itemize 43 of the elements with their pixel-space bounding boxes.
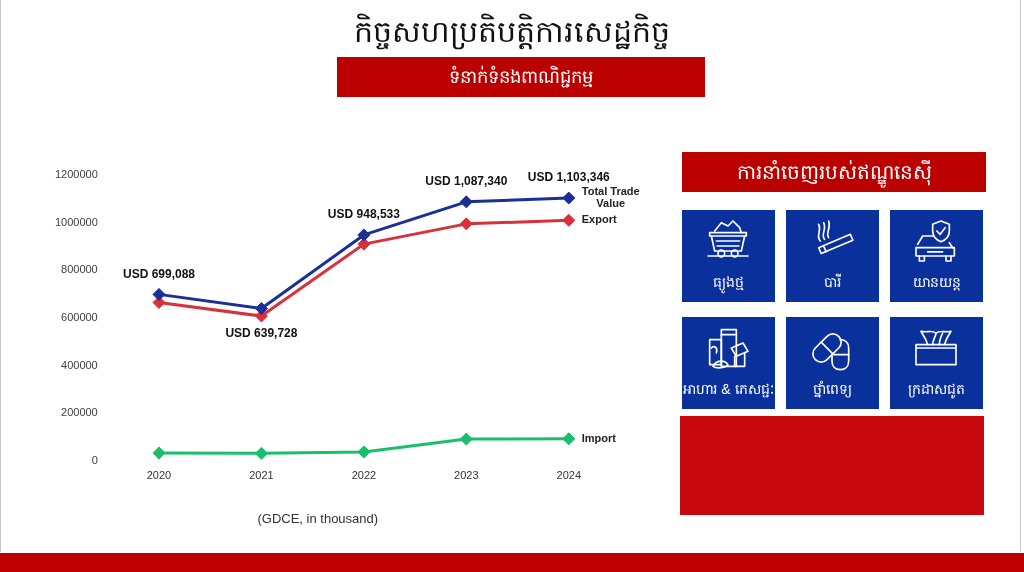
series-label: Total Trade Value bbox=[581, 185, 640, 210]
point bbox=[357, 237, 371, 251]
y-tick-label: 400000 bbox=[61, 358, 98, 371]
data-label: USD 1,087,340 bbox=[425, 174, 508, 189]
x-tick-label: 2021 bbox=[249, 468, 274, 481]
text: យានយន្ត bbox=[911, 273, 962, 293]
data-label: USD 1,103,346 bbox=[527, 170, 611, 185]
chart-title: កិច្ចសហប្រតិបត្តិការសេដ្ឋកិច្ច bbox=[353, 12, 671, 52]
point bbox=[562, 191, 576, 205]
text: ក្រដាសជូត bbox=[907, 380, 966, 401]
series-label: Import bbox=[581, 431, 617, 444]
point bbox=[357, 228, 371, 242]
point bbox=[562, 432, 576, 446]
point bbox=[152, 287, 166, 301]
y-tick-label: 0 bbox=[91, 454, 98, 467]
text: ធ្យូងថ្ម bbox=[712, 273, 745, 296]
data-label: USD 639,728 bbox=[225, 325, 298, 340]
point bbox=[254, 446, 268, 460]
y-tick-label: 1200000 bbox=[54, 168, 98, 181]
text: បារី bbox=[823, 272, 842, 292]
x-tick-label: 2023 bbox=[454, 468, 479, 481]
text: ថ្នាំពេទ្យ bbox=[812, 380, 853, 400]
data-label: USD 948,533 bbox=[327, 207, 401, 222]
chart-subtitle: ទំនាក់ទំនងពាណិជ្ជកម្ម bbox=[337, 57, 705, 97]
point bbox=[459, 195, 473, 209]
text: (GDCE, in thousand) bbox=[257, 510, 379, 526]
x-tick-label: 2022 bbox=[351, 468, 377, 481]
data-label: USD 699,088 bbox=[122, 266, 196, 281]
point bbox=[357, 445, 371, 459]
y-tick-label: 1000000 bbox=[54, 215, 98, 228]
y-tick-label: 200000 bbox=[61, 406, 98, 419]
point bbox=[459, 217, 473, 231]
x-tick-label: 2020 bbox=[146, 468, 172, 481]
text: អាហារ & ភេសជ្ជៈ bbox=[682, 380, 775, 400]
point bbox=[562, 213, 576, 227]
point bbox=[254, 302, 268, 316]
text: ការនាំចេញរបស់ឥណ្ឌូនេស៊ី bbox=[682, 152, 986, 192]
point bbox=[152, 446, 166, 460]
series-label: Export bbox=[581, 213, 617, 226]
x-tick-label: 2024 bbox=[556, 468, 582, 481]
point bbox=[459, 432, 473, 446]
y-tick-label: 600000 bbox=[61, 311, 98, 324]
y-tick-label: 800000 bbox=[61, 263, 98, 276]
